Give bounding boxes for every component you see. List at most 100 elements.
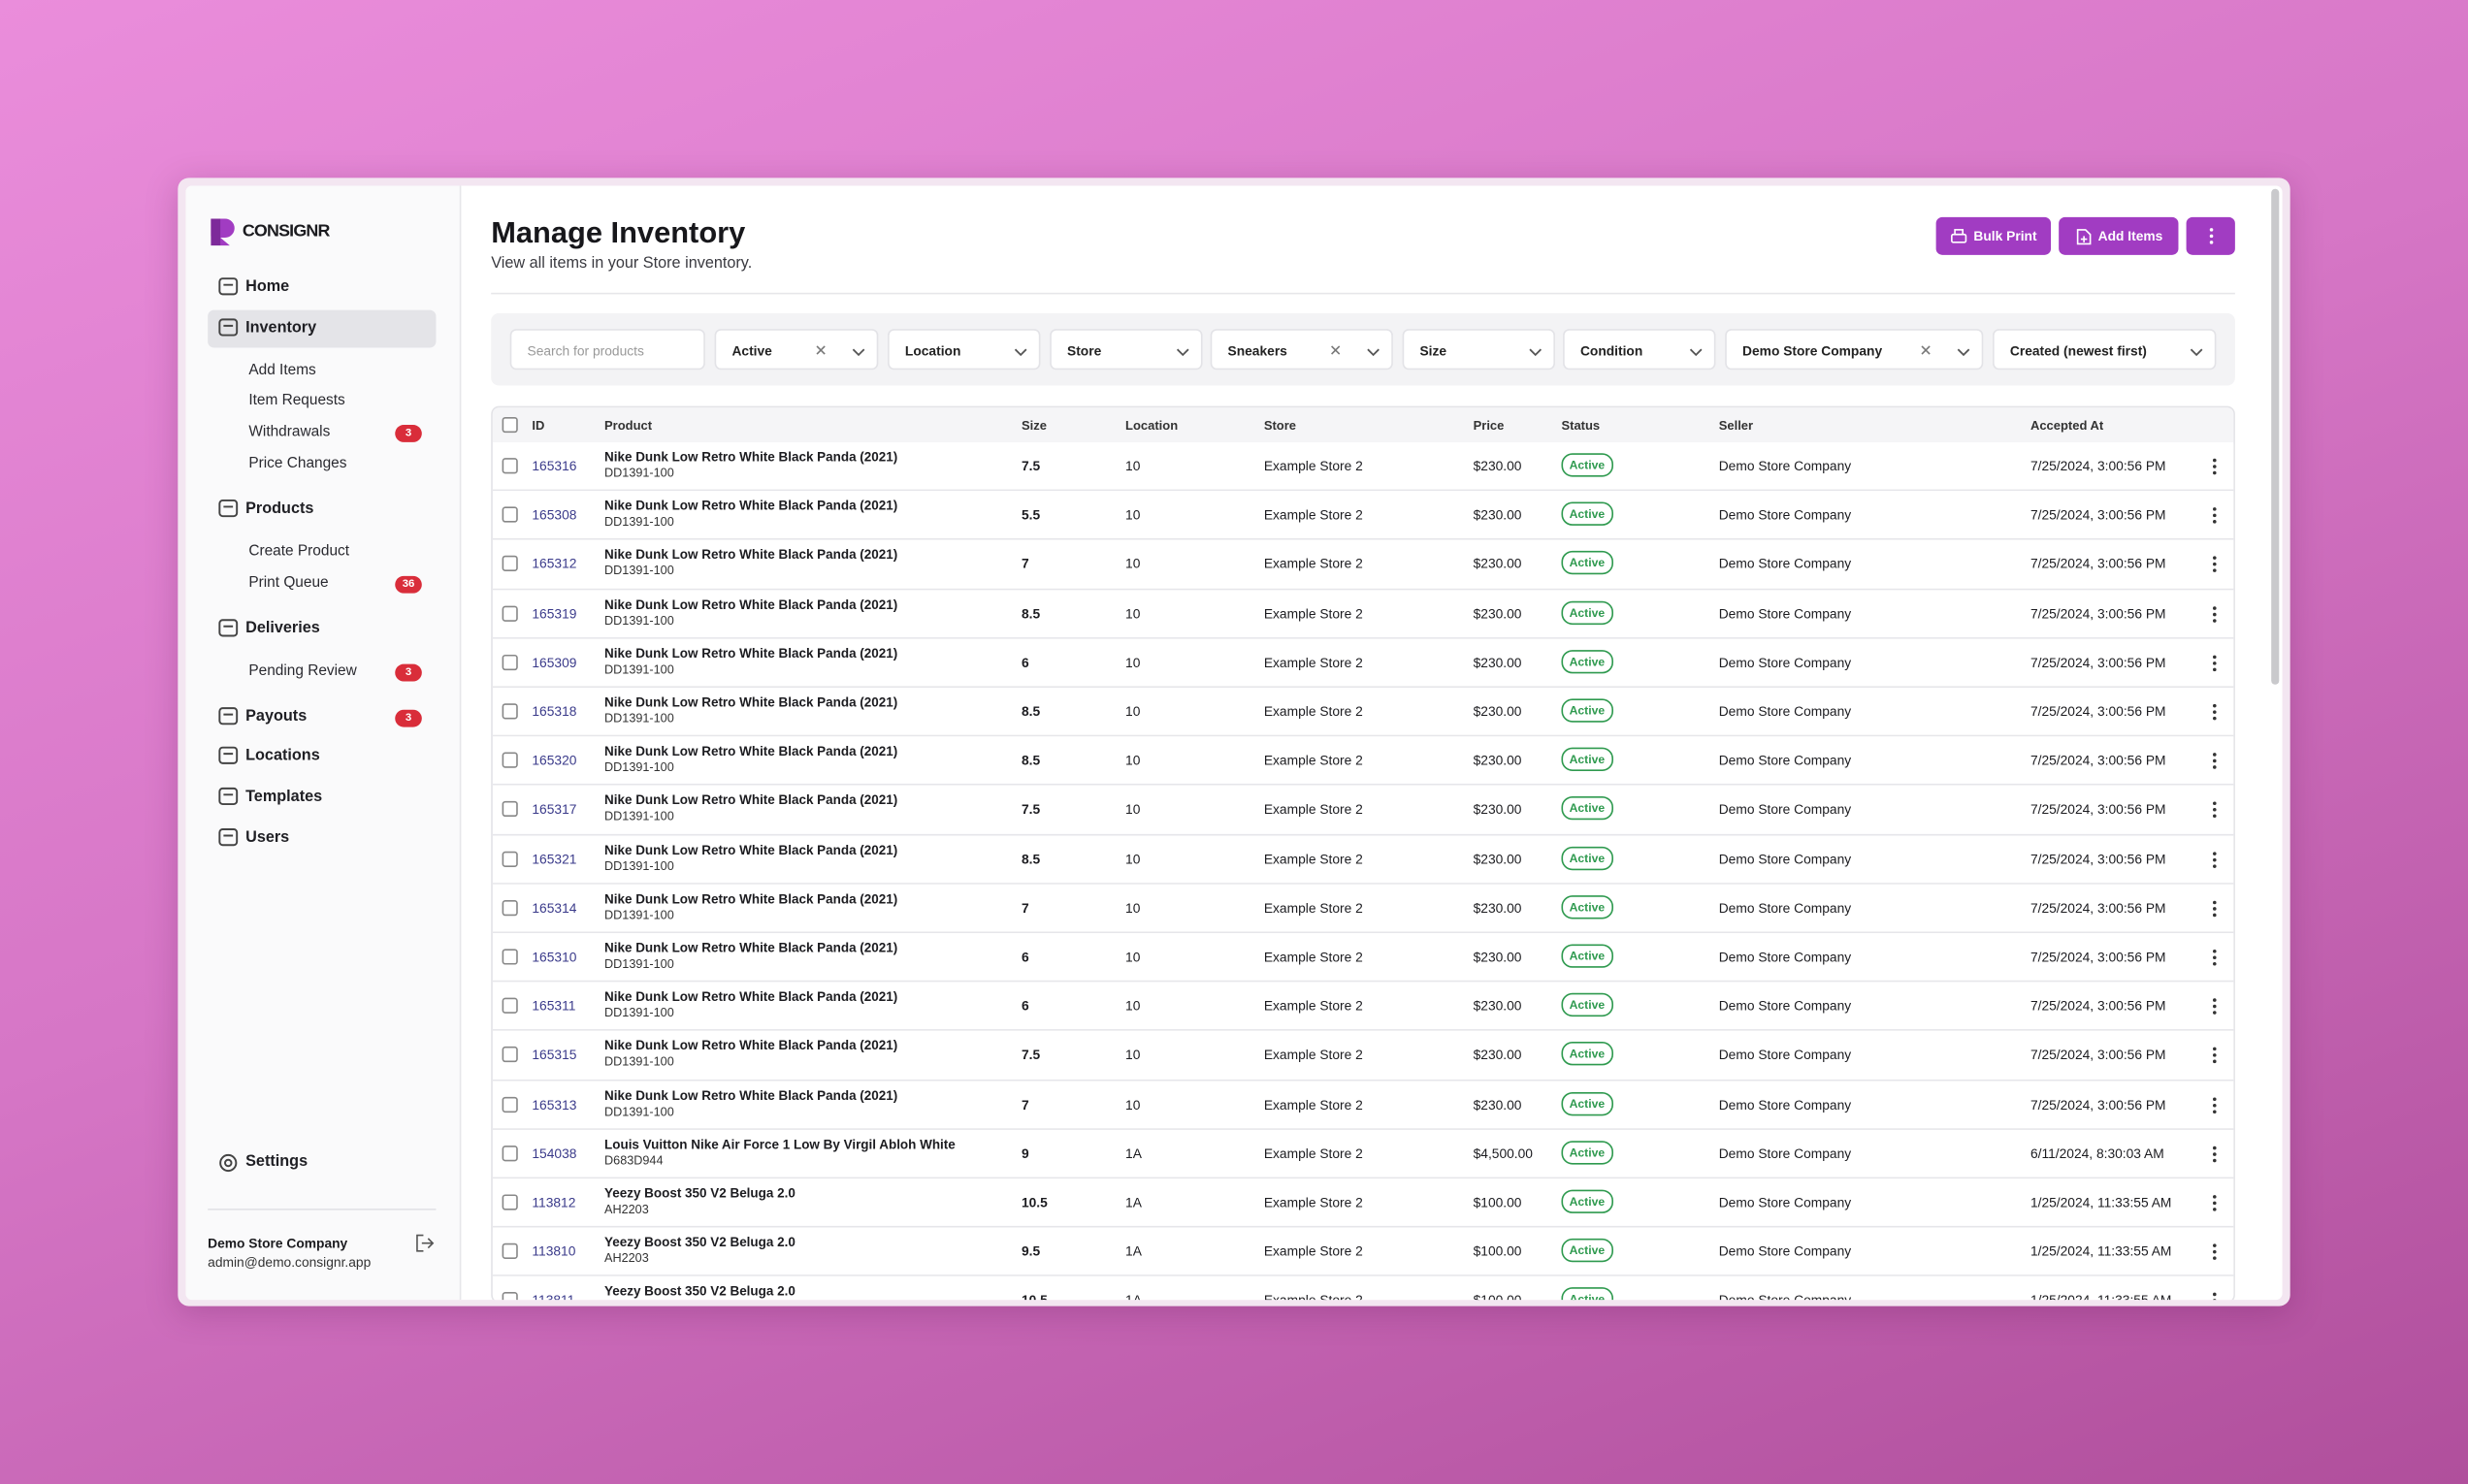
row-menu[interactable] [2208, 457, 2221, 477]
nav-item[interactable]: Users [245, 828, 290, 847]
table-row[interactable]: 165310 Nike Dunk Low Retro White Black Pa… [492, 933, 2234, 983]
table-row[interactable]: 165313 Nike Dunk Low Retro White Black Pa… [492, 1080, 2234, 1130]
table-row[interactable]: 165308 Nike Dunk Low Retro White Black Pa… [492, 491, 2234, 541]
row-menu[interactable] [2208, 555, 2221, 575]
row-menu[interactable] [2208, 1046, 2221, 1066]
checkbox[interactable] [502, 416, 518, 434]
nav-subitem[interactable]: Add Items [248, 361, 316, 379]
filter-select[interactable]: Demo Store Company [1725, 329, 1984, 371]
product-name: Nike Dunk Low Retro White Black Panda (2… [604, 1037, 898, 1054]
table-row[interactable]: 165314 Nike Dunk Low Retro White Black Pa… [492, 884, 2234, 934]
table-row[interactable]: 165311 Nike Dunk Low Retro White Black Pa… [492, 982, 2234, 1032]
nav-subitem[interactable]: Print Queue [248, 573, 329, 592]
checkbox[interactable] [502, 604, 518, 622]
nav-item[interactable]: Products [245, 500, 314, 518]
checkbox[interactable] [502, 801, 518, 818]
filter-select[interactable]: Location [888, 329, 1041, 371]
bulk-print-button[interactable]: Bulk Print [1935, 216, 2052, 255]
checkbox[interactable] [502, 1243, 518, 1260]
checkbox[interactable] [502, 1145, 518, 1162]
row-menu[interactable] [2208, 1242, 2221, 1262]
row-menu[interactable] [2208, 505, 2221, 526]
table-row[interactable]: 165321 Nike Dunk Low Retro White Black Pa… [492, 834, 2234, 885]
nav-item[interactable]: Inventory [245, 318, 317, 337]
filter-select[interactable]: Created (newest first) [1993, 329, 2217, 371]
price: $230.00 [1473, 506, 1522, 523]
nav-subitem[interactable]: Create Product [248, 542, 350, 561]
nav-item[interactable]: Home [245, 278, 290, 297]
row-menu[interactable] [2208, 1291, 2221, 1301]
checkbox[interactable] [502, 899, 518, 916]
table-row[interactable]: 165309 Nike Dunk Low Retro White Black Pa… [492, 638, 2234, 688]
add-items-button[interactable]: Add Items [2059, 216, 2179, 255]
table-row[interactable]: 165316 Nike Dunk Low Retro White Black Pa… [492, 441, 2234, 492]
more-button[interactable] [2186, 216, 2235, 255]
filter-select[interactable]: Size [1402, 329, 1555, 371]
item-id: 165314 [532, 899, 577, 916]
row-menu[interactable] [2208, 603, 2221, 624]
nav-subitem[interactable]: Withdrawals [248, 423, 331, 441]
checkbox[interactable] [502, 506, 518, 523]
item-id: 165312 [532, 556, 577, 572]
table-row[interactable]: 165317 Nike Dunk Low Retro White Black Pa… [492, 786, 2234, 835]
nav-subitem[interactable]: Pending Review [248, 661, 357, 680]
table-row[interactable]: 165319 Nike Dunk Low Retro White Black Pa… [492, 589, 2234, 639]
nav-item[interactable]: Templates [245, 788, 323, 806]
nav-item[interactable]: Payouts [245, 707, 308, 726]
checkbox[interactable] [502, 1096, 518, 1113]
table-row[interactable]: 113812 Yeezy Boost 350 V2 Beluga 2.0 AH220… [492, 1178, 2234, 1228]
table-row[interactable]: 165315 Nike Dunk Low Retro White Black Pa… [492, 1031, 2234, 1081]
nav-item[interactable]: Locations [245, 747, 320, 765]
checkbox[interactable] [502, 458, 518, 474]
nav-item[interactable]: Deliveries [245, 619, 320, 637]
filter-select[interactable]: Active [714, 329, 879, 371]
checkbox[interactable] [502, 752, 518, 769]
checkbox[interactable] [502, 654, 518, 670]
checkbox[interactable] [502, 556, 518, 572]
row-menu[interactable] [2208, 1144, 2221, 1164]
filter-select[interactable]: Condition [1563, 329, 1716, 371]
nav-subitem[interactable]: Item Requests [248, 392, 345, 410]
table-row[interactable]: 165318 Nike Dunk Low Retro White Black Pa… [492, 688, 2234, 737]
settings-link[interactable]: Settings [245, 1153, 308, 1172]
row-menu[interactable] [2208, 751, 2221, 771]
row-menu[interactable] [2208, 996, 2221, 1016]
size: 6 [1021, 654, 1029, 670]
checkbox[interactable] [502, 703, 518, 720]
logout-icon[interactable] [415, 1234, 435, 1252]
table-row[interactable]: 154038 Louis Vuitton Nike Air Force 1 Low… [492, 1129, 2234, 1179]
table-row[interactable]: 165320 Nike Dunk Low Retro White Black Pa… [492, 736, 2234, 787]
row-menu[interactable] [2208, 1095, 2221, 1115]
checkbox[interactable] [502, 997, 518, 1015]
row-menu[interactable] [2208, 849, 2221, 869]
size: 8.5 [1021, 851, 1041, 867]
location: 10 [1125, 752, 1141, 769]
row-menu[interactable] [2208, 1193, 2221, 1213]
location: 1A [1125, 1243, 1142, 1260]
checkbox[interactable] [502, 949, 518, 965]
row-menu[interactable] [2208, 898, 2221, 919]
row-menu[interactable] [2208, 948, 2221, 968]
checkbox[interactable] [502, 1292, 518, 1301]
row-menu[interactable] [2208, 702, 2221, 723]
table-row[interactable]: 113811Yeezy Boost 350 V2 Beluga 2.0AH220… [492, 1276, 2234, 1301]
table-row[interactable]: 113810 Yeezy Boost 350 V2 Beluga 2.0 AH220… [492, 1227, 2234, 1277]
dots-icon [2213, 949, 2217, 966]
filter-select[interactable]: Sneakers [1210, 329, 1393, 371]
table-row[interactable]: 165312 Nike Dunk Low Retro White Black Pa… [492, 540, 2234, 590]
nav-icon-svg [218, 277, 239, 296]
price: $230.00 [1473, 949, 1522, 965]
row-menu[interactable] [2208, 800, 2221, 821]
checkbox[interactable] [502, 1047, 518, 1063]
page-title: Manage Inventory [491, 216, 746, 250]
nav-subitem[interactable]: Price Changes [248, 454, 347, 472]
checkbox[interactable] [502, 851, 518, 867]
size: 7 [1021, 899, 1029, 916]
nav-icon [217, 704, 240, 734]
checkbox[interactable] [502, 1194, 518, 1210]
price: $230.00 [1473, 556, 1522, 572]
row-menu[interactable] [2208, 653, 2221, 673]
search-input[interactable]: Search for products [509, 329, 705, 371]
filter-select[interactable]: Store [1050, 329, 1203, 371]
